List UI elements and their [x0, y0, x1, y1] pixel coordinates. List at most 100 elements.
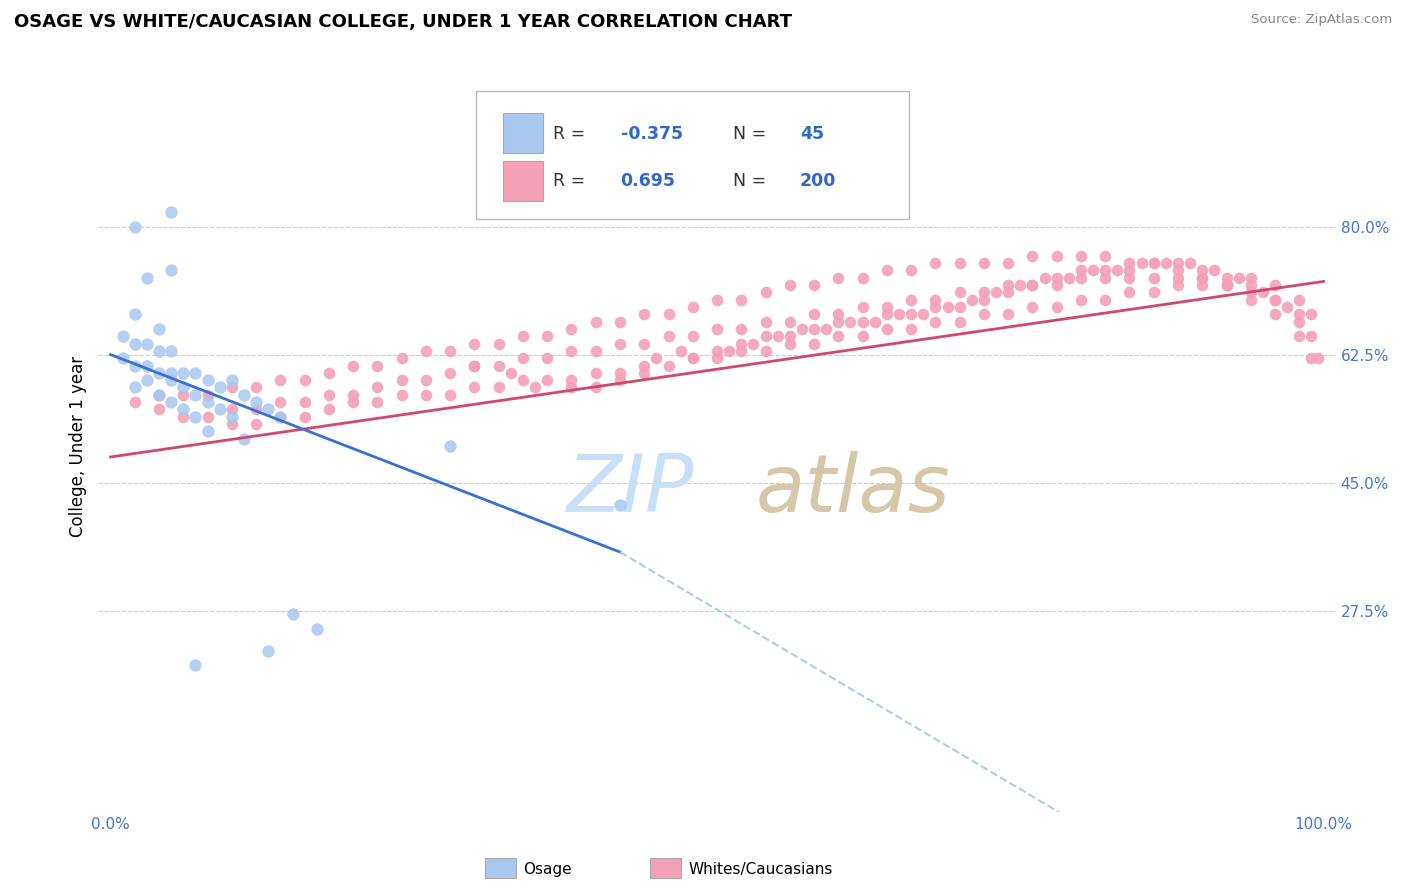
Point — [342, 359, 364, 373]
Point — [803, 336, 825, 351]
Point — [766, 329, 789, 343]
Point — [391, 373, 413, 387]
Point — [184, 366, 207, 380]
Point — [221, 380, 243, 394]
Point — [269, 409, 291, 424]
Point — [1167, 256, 1189, 270]
Point — [1288, 315, 1310, 329]
Point — [936, 300, 959, 314]
Point — [1215, 270, 1237, 285]
Point — [1033, 270, 1056, 285]
Point — [779, 336, 801, 351]
Y-axis label: College, Under 1 year: College, Under 1 year — [69, 355, 87, 537]
Point — [1301, 329, 1323, 343]
Point — [585, 380, 607, 394]
Point — [827, 307, 849, 321]
Point — [1107, 263, 1129, 277]
Point — [827, 329, 849, 343]
Point — [973, 293, 995, 307]
Point — [124, 219, 146, 234]
Point — [609, 336, 631, 351]
Point — [900, 307, 922, 321]
FancyBboxPatch shape — [503, 113, 543, 153]
Point — [1143, 270, 1166, 285]
Point — [245, 380, 267, 394]
Point — [1191, 263, 1213, 277]
Point — [318, 402, 340, 417]
Point — [415, 373, 437, 387]
Point — [1070, 263, 1092, 277]
Point — [1094, 293, 1116, 307]
Point — [463, 359, 485, 373]
Point — [1167, 270, 1189, 285]
Point — [997, 278, 1019, 293]
Point — [924, 300, 946, 314]
Point — [779, 329, 801, 343]
Point — [160, 373, 183, 387]
Point — [924, 256, 946, 270]
Point — [852, 329, 875, 343]
Point — [1143, 256, 1166, 270]
Point — [245, 395, 267, 409]
Point — [1057, 270, 1080, 285]
Point — [221, 373, 243, 387]
Point — [949, 300, 972, 314]
Point — [245, 417, 267, 431]
Point — [887, 307, 910, 321]
Point — [1021, 249, 1043, 263]
Point — [512, 329, 534, 343]
Point — [997, 307, 1019, 321]
Point — [730, 336, 752, 351]
Point — [439, 343, 461, 358]
Point — [111, 329, 134, 343]
Point — [197, 388, 219, 402]
Point — [269, 395, 291, 409]
Point — [148, 366, 170, 380]
Point — [949, 285, 972, 300]
Point — [609, 366, 631, 380]
Point — [1118, 270, 1140, 285]
Point — [1143, 285, 1166, 300]
Text: R =: R = — [553, 172, 585, 190]
Point — [669, 343, 692, 358]
Point — [706, 293, 728, 307]
Point — [912, 307, 935, 321]
Point — [184, 409, 207, 424]
Point — [876, 307, 898, 321]
FancyBboxPatch shape — [475, 91, 908, 219]
Point — [682, 300, 704, 314]
Point — [1288, 307, 1310, 321]
Text: 200: 200 — [800, 172, 837, 190]
Point — [197, 409, 219, 424]
Point — [439, 388, 461, 402]
Point — [1301, 307, 1323, 321]
Point — [536, 351, 558, 366]
Point — [124, 307, 146, 321]
Point — [160, 343, 183, 358]
Point — [560, 322, 582, 336]
Point — [560, 373, 582, 387]
Point — [366, 380, 388, 394]
Point — [1046, 278, 1069, 293]
Point — [208, 402, 231, 417]
Point — [1167, 278, 1189, 293]
Point — [172, 380, 194, 394]
Point — [160, 366, 183, 380]
Point — [160, 395, 183, 409]
Text: Osage: Osage — [523, 863, 572, 877]
Point — [852, 300, 875, 314]
Point — [1240, 270, 1263, 285]
Point — [973, 256, 995, 270]
Point — [391, 351, 413, 366]
Point — [172, 402, 194, 417]
Point — [391, 388, 413, 402]
Point — [269, 409, 291, 424]
Point — [852, 315, 875, 329]
Point — [269, 373, 291, 387]
Point — [1191, 270, 1213, 285]
FancyBboxPatch shape — [503, 161, 543, 201]
Point — [609, 315, 631, 329]
Point — [682, 351, 704, 366]
Point — [1215, 278, 1237, 293]
Text: Whites/Caucasians: Whites/Caucasians — [689, 863, 834, 877]
